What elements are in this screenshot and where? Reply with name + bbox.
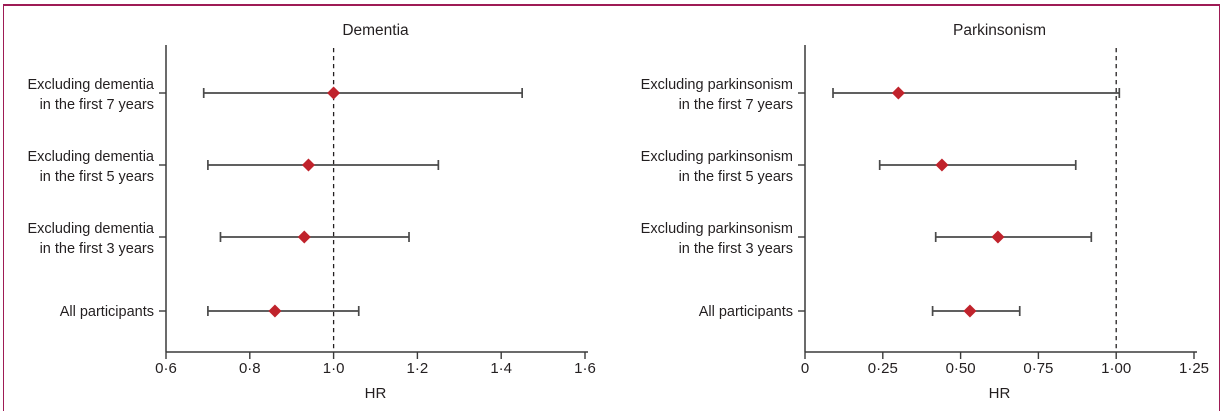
panel-dementia: Dementia Excluding dementia in the first 7… (27, 22, 595, 402)
hr-diamond-marker (935, 158, 949, 172)
panel-title: Dementia (342, 22, 409, 39)
row-label: All participants (699, 304, 793, 320)
row-label-line1: Excluding parkinsonism (641, 77, 793, 93)
x-tick-label: 0·50 (946, 360, 976, 377)
x-tick-label: 0·8 (239, 360, 261, 377)
hr-diamond-marker (297, 230, 311, 244)
x-tick-label: 0·25 (868, 360, 898, 377)
row-label-line2: in the first 7 years (40, 97, 154, 113)
x-tick-label: 0·75 (1023, 360, 1053, 377)
x-tick-label: 0 (801, 360, 809, 377)
hr-diamond-marker (963, 304, 977, 318)
x-axis-label: HR (365, 385, 387, 402)
hr-diamond-marker (327, 86, 341, 100)
row-label-line1: Excluding dementia (27, 77, 154, 93)
hr-diamond-marker (301, 158, 315, 172)
hr-diamond-marker (268, 304, 282, 318)
x-axis-label: HR (989, 385, 1011, 402)
row-label-line1: Excluding parkinsonism (641, 221, 793, 237)
row-label-line2: in the first 3 years (679, 241, 793, 257)
x-tick-label: 1·2 (407, 360, 429, 377)
row-label: All participants (60, 304, 154, 320)
panel-title: Parkinsonism (953, 22, 1046, 39)
x-tick-label: 0·6 (155, 360, 177, 377)
row-label-line2: in the first 7 years (679, 97, 793, 113)
x-tick-label: 1·6 (574, 360, 596, 377)
x-tick-label: 1·4 (490, 360, 512, 377)
row-label-line1: Excluding dementia (27, 221, 154, 237)
x-tick-label: 1·25 (1179, 360, 1209, 377)
row-label-line2: in the first 5 years (40, 169, 154, 185)
row-label-line2: in the first 3 years (40, 241, 154, 257)
x-tick-label: 1·0 (323, 360, 345, 377)
panel-parkinsonism: Parkinsonism Excluding parkinsonism in the… (641, 22, 1209, 402)
x-tick-label: 1·00 (1101, 360, 1131, 377)
row-label-line2: in the first 5 years (679, 169, 793, 185)
row-label-line1: Excluding parkinsonism (641, 149, 793, 165)
row-label-line1: Excluding dementia (27, 149, 154, 165)
hr-diamond-marker (991, 230, 1005, 244)
hr-diamond-marker (891, 86, 905, 100)
